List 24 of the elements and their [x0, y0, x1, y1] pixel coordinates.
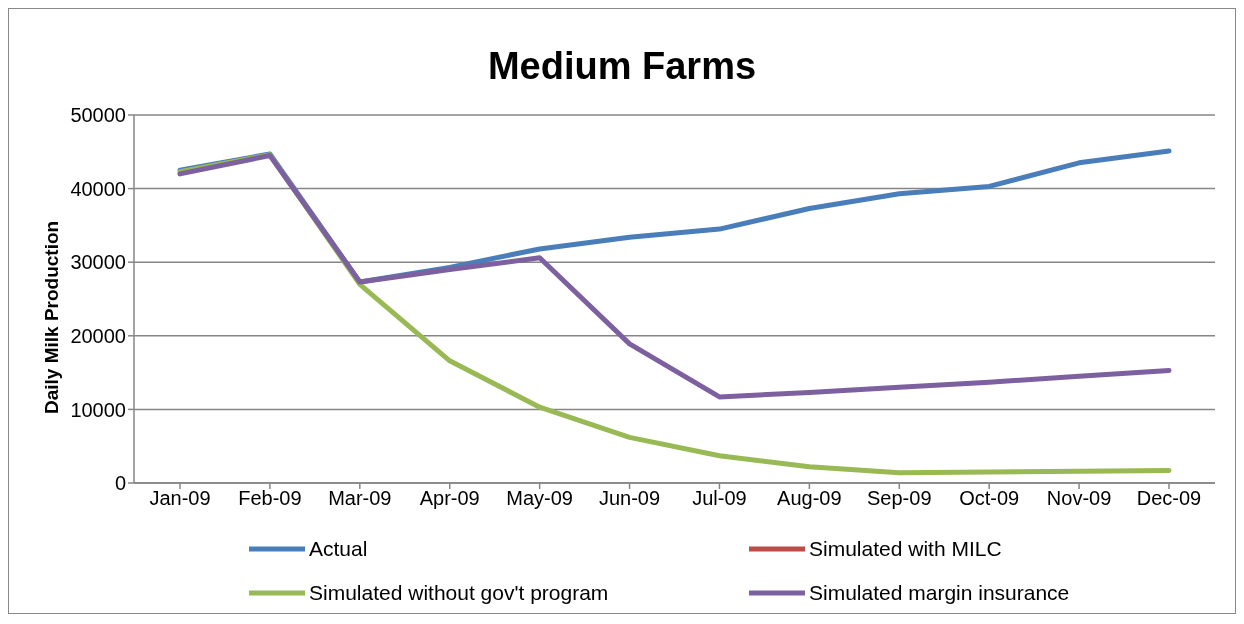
y-tick-label: 20000	[70, 324, 126, 347]
x-tick-label: Aug-09	[777, 487, 842, 510]
x-tick-label: Nov-09	[1046, 487, 1112, 510]
y-tick-label: 50000	[70, 104, 126, 127]
legend-label: Actual	[309, 537, 368, 561]
x-tick-label: Feb-09	[238, 487, 302, 510]
x-tick-label: Jun-09	[598, 487, 661, 510]
y-tick-label: 10000	[70, 398, 126, 421]
x-tick-label: Oct-09	[959, 487, 1020, 510]
y-tick-label: 40000	[70, 177, 126, 200]
legend-label: Simulated with MILC	[809, 537, 1002, 561]
y-axis-title: Daily Milk Production	[40, 220, 62, 414]
legend-label: Simulated without gov't program	[309, 581, 609, 605]
x-tick-label: Sep-09	[867, 487, 932, 510]
x-tick-label: Jan-09	[149, 487, 211, 510]
x-tick-label: May-09	[506, 487, 573, 510]
x-tick-label: Mar-09	[328, 487, 392, 510]
legend-label: Simulated margin insurance	[809, 581, 1070, 605]
y-tick-label: 30000	[70, 251, 126, 274]
x-tick-label: Jul-09	[692, 487, 747, 510]
x-tick-label: Apr-09	[419, 487, 480, 510]
chart-title: Medium Farms	[486, 45, 758, 89]
y-tick-label: 0	[114, 472, 126, 495]
x-tick-label: Dec-09	[1136, 487, 1202, 510]
